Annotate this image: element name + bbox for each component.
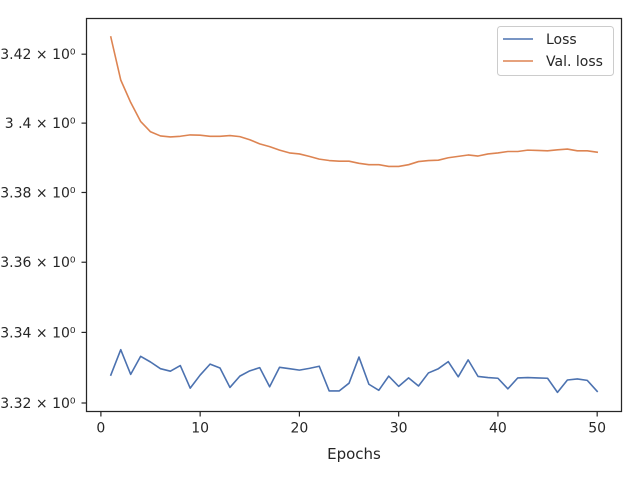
x-tick-label: 10 [191,421,209,437]
legend: Loss Val. loss [497,26,614,76]
legend-label-val-loss: Val. loss [546,54,603,70]
y-tick-label: 3.32 × 10⁰ [0,396,76,412]
series-line-loss [109,348,599,394]
x-tick-label: 20 [290,421,308,437]
y-tick-label: 3.36 × 10⁰ [0,255,76,271]
legend-label-loss: Loss [546,32,577,48]
series-line-val-loss [109,36,599,168]
plot-lines [109,36,599,394]
x-tick-label: 30 [390,421,408,437]
y-tick-label: 3.38 × 10⁰ [0,185,76,201]
y-tick-label: 3.34 × 10⁰ [0,325,76,341]
x-tick-label: 0 [96,421,105,437]
x-axis-label: Epochs [327,445,381,463]
y-axis-ticks: 3.32 × 10⁰ 3.34 × 10⁰ 3.36 × 10⁰ 3.38 × 10⁰… [0,47,87,412]
x-tick-label: 40 [489,421,507,437]
y-tick-label: 3 .4 × 10⁰ [5,116,76,132]
x-tick-label: 50 [588,421,606,437]
y-tick-label: 3.42 × 10⁰ [0,47,76,63]
x-axis-ticks: 0 10 20 30 40 50 [96,411,606,437]
plot-area-frame [85,17,623,413]
